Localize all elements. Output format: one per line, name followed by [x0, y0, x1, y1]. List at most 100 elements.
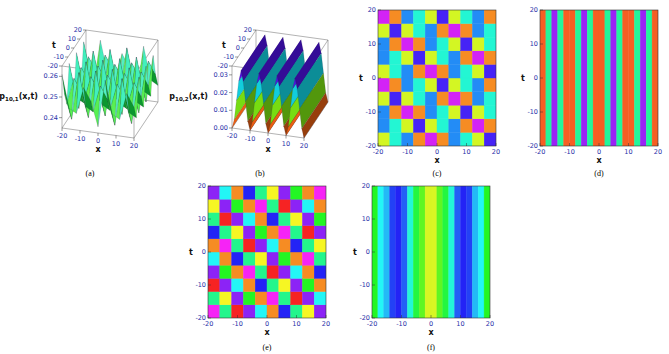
heat-cell: [291, 278, 303, 291]
z-tick-label: 0.00: [214, 124, 228, 132]
heat-cell: [390, 51, 402, 65]
heat-cell: [302, 278, 314, 291]
x-tick-label: -20: [57, 132, 68, 140]
heat-cell: [208, 186, 220, 199]
heat-cell: [413, 186, 419, 318]
surface-panel: -20-1001020-20-10010200.000.010.020.03xt…: [169, 26, 328, 178]
surface-patch: [84, 88, 94, 112]
heat-cell: [255, 292, 267, 305]
heat-cell: [378, 51, 390, 65]
y-tick: [378, 10, 381, 11]
heat-cell: [255, 199, 267, 212]
heat-cell: [413, 24, 425, 38]
heat-cell: [378, 132, 390, 146]
heat-cell: [413, 10, 425, 24]
heat-cell: [484, 132, 496, 146]
x-tick: [407, 143, 408, 146]
heat-cell: [291, 305, 303, 318]
y-tick: [372, 219, 375, 220]
heat-cell: [425, 186, 431, 318]
t-tick: [59, 66, 62, 67]
caption: (b): [255, 169, 265, 178]
heat-cell: [267, 186, 279, 199]
heat-cell: [232, 186, 244, 199]
heat-cell: [425, 10, 437, 24]
heat-cell: [484, 119, 496, 133]
z-tick: [229, 74, 232, 75]
heat-cell: [390, 186, 396, 318]
heat-cell: [314, 305, 326, 318]
y-tick: [208, 252, 211, 253]
heat-cell: [472, 78, 484, 92]
t-tick-label: 10: [68, 35, 76, 43]
x-tick-label: 20: [300, 142, 308, 150]
y-tick: [540, 112, 543, 113]
heat-cell: [390, 64, 402, 78]
heat-cell: [279, 226, 291, 239]
t-tick-label: 0: [236, 44, 240, 52]
heat-cell: [314, 265, 326, 278]
t-axis-label: t: [222, 41, 226, 50]
heat-cell: [437, 78, 449, 92]
heat-cell: [232, 239, 244, 252]
heat-cell: [484, 24, 496, 38]
heat-cell: [390, 132, 402, 146]
x-tick: [250, 131, 251, 134]
surface-patch: [127, 94, 137, 118]
y-tick-label: -10: [195, 281, 206, 289]
heat-cell: [425, 105, 437, 119]
x-tick-label: 0: [429, 320, 433, 328]
z-tick: [59, 97, 62, 98]
heat-cell: [396, 186, 402, 318]
heat-cell: [461, 51, 473, 65]
heat-cell: [220, 226, 232, 239]
heat-cell: [575, 10, 581, 146]
heat-cell: [472, 119, 484, 133]
heat-cell: [302, 226, 314, 239]
x-tick-label: -10: [564, 148, 575, 156]
heat-cell: [232, 252, 244, 265]
x-tick: [401, 315, 402, 318]
heat-cell: [208, 278, 220, 291]
heat-cell: [243, 199, 255, 212]
cells: [378, 10, 496, 146]
caption: (e): [263, 343, 272, 352]
heat-cell: [587, 10, 593, 146]
heat-cell: [461, 10, 473, 24]
heat-cell: [279, 305, 291, 318]
heat-cell: [425, 51, 437, 65]
y-tick-label: 20: [368, 6, 376, 14]
box-edge: [256, 30, 328, 40]
heat-cell: [243, 305, 255, 318]
heat-cell: [402, 186, 408, 318]
x-axis-label: x: [428, 328, 434, 337]
x-tick: [372, 315, 373, 318]
caption: (a): [86, 169, 95, 178]
heat-cell: [437, 64, 449, 78]
t-tick: [241, 48, 244, 49]
heat-cell: [291, 186, 303, 199]
figure: -20-1001020-20-10010200.240.250.26xtp10,…: [0, 0, 669, 354]
heat-cell: [449, 119, 461, 133]
heat-cell: [472, 105, 484, 119]
y-tick: [208, 318, 211, 319]
y-tick-label: 0: [366, 248, 370, 256]
heat-cell: [220, 199, 232, 212]
frame: [372, 186, 490, 318]
t-tick-label: -10: [53, 53, 64, 61]
heat-cell: [220, 265, 232, 278]
heat-cell: [407, 186, 413, 318]
heat-cell: [484, 64, 496, 78]
heat-cell: [461, 92, 473, 106]
heat-cell: [208, 305, 220, 318]
y-tick-label: -20: [527, 142, 538, 150]
heat-cell: [232, 199, 244, 212]
y-tick-label: 10: [362, 215, 370, 223]
heat-cell: [384, 186, 390, 318]
y-tick-label: -20: [195, 314, 206, 322]
heat-cell: [208, 226, 220, 239]
heat-cell: [419, 186, 425, 318]
heat-cell: [220, 292, 232, 305]
heat-cell: [484, 37, 496, 51]
heat-cell: [220, 278, 232, 291]
